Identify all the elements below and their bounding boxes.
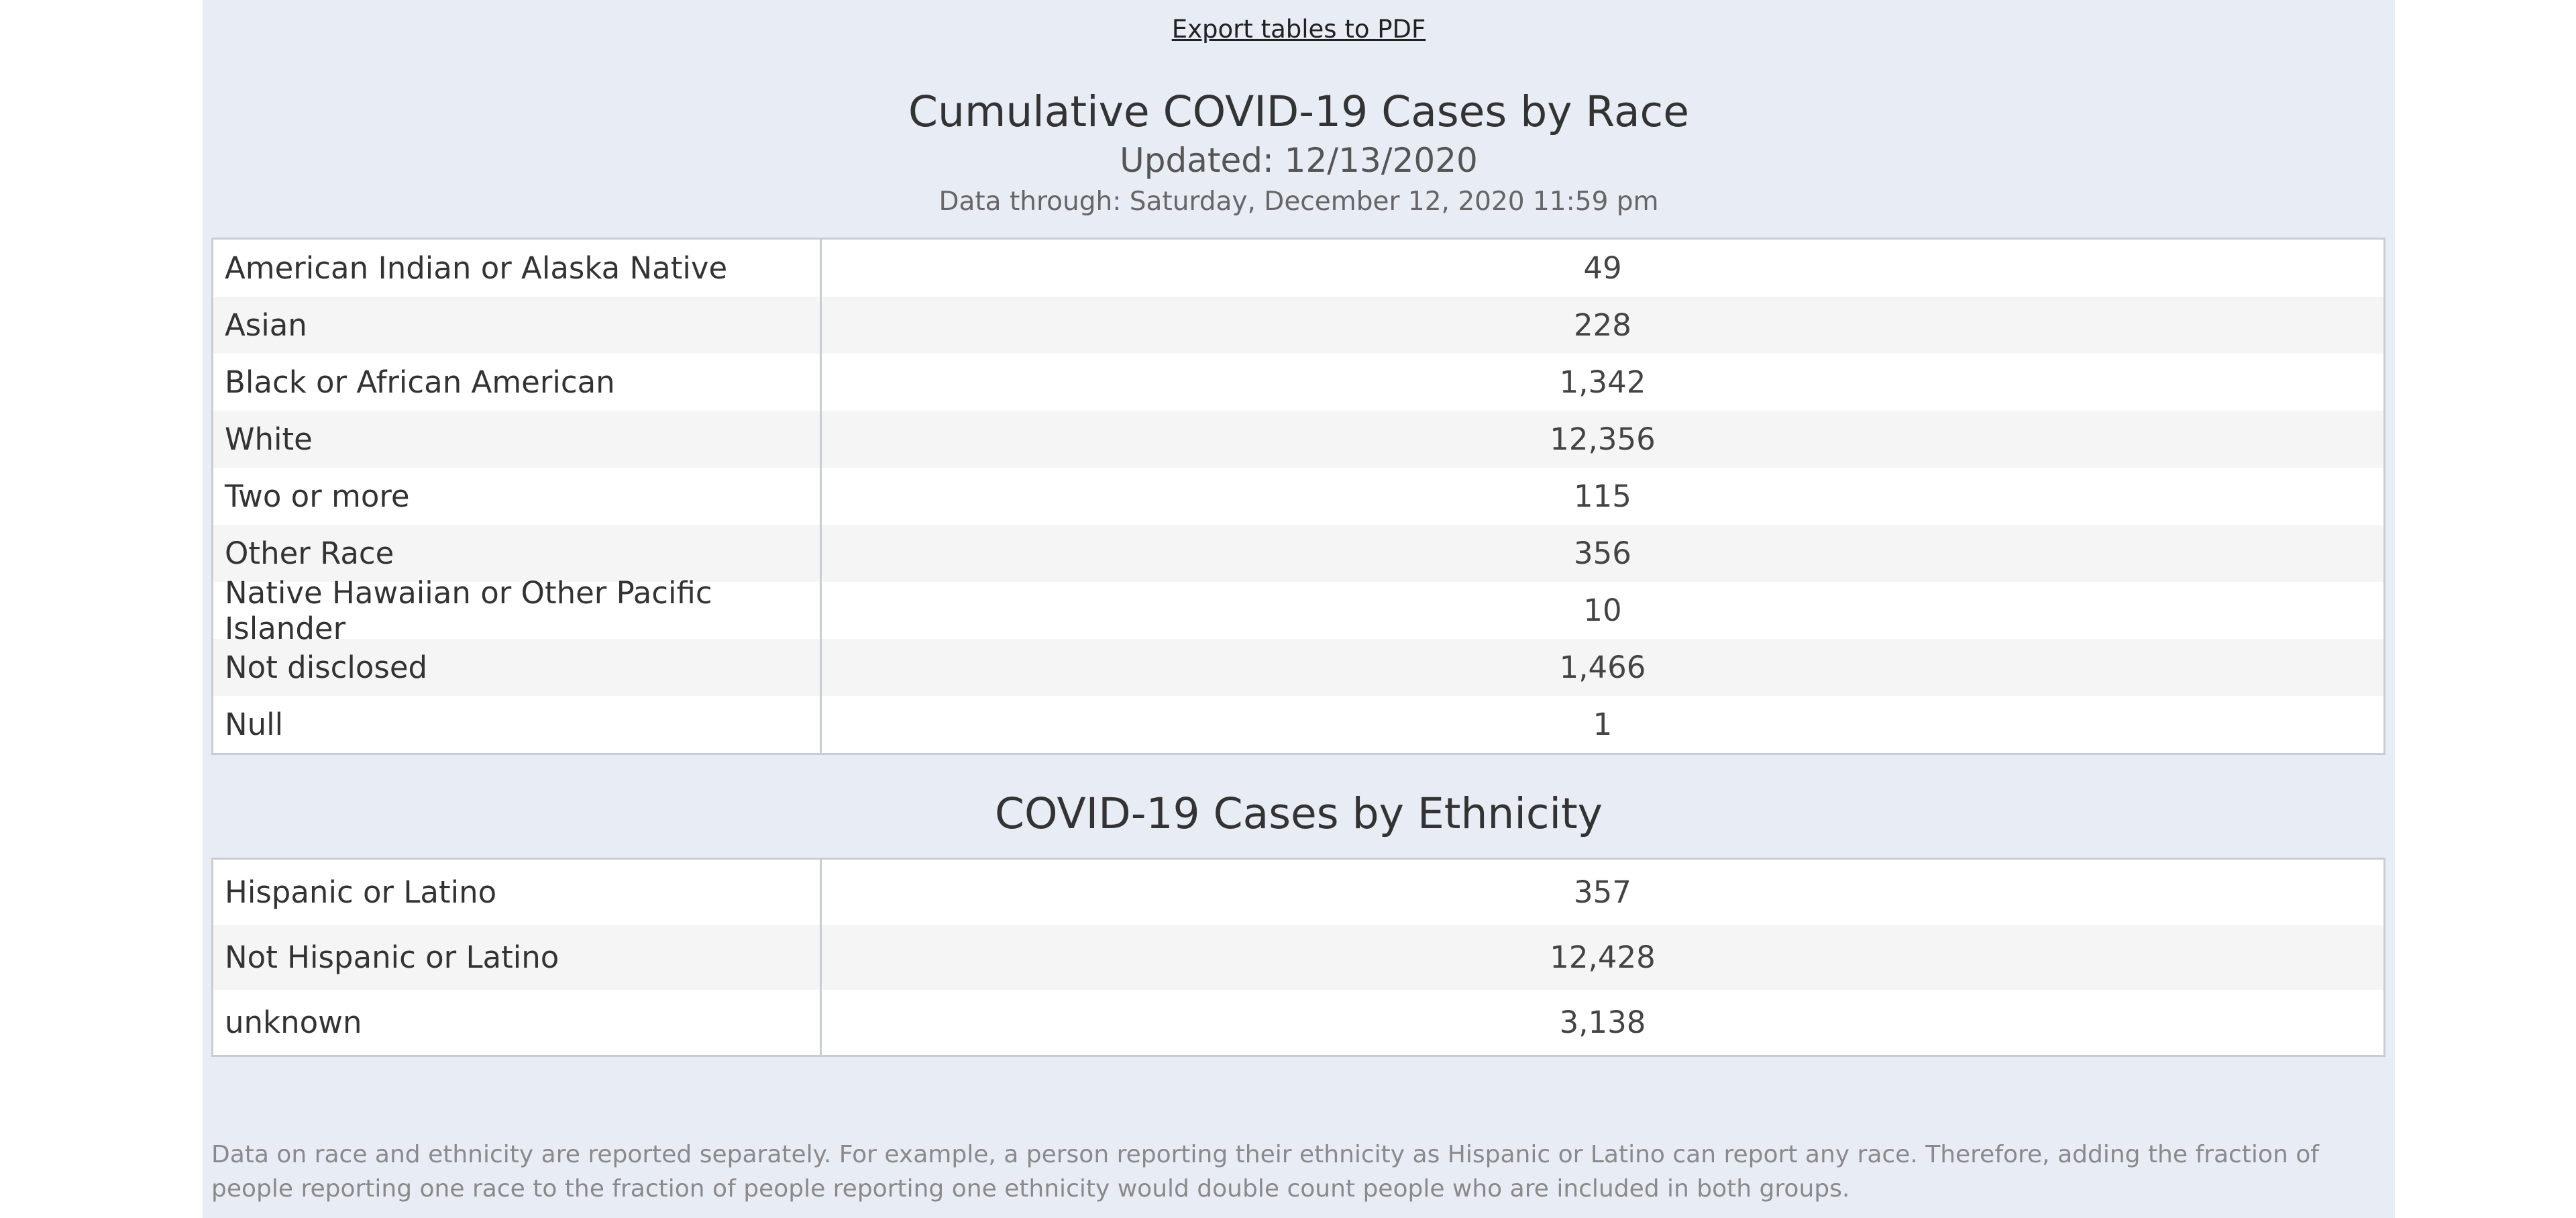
updated-date: Updated: 12/13/2020 — [1120, 141, 1478, 180]
race-case-count: 1,466 — [1559, 650, 1646, 685]
table-row: Native Hawaiian or Other Pacific Islande… — [213, 575, 2383, 646]
data-through-note: Data through: Saturday, December 12, 202… — [938, 187, 1659, 217]
ethnicity-label: Not Hispanic or Latino — [213, 925, 822, 990]
race-case-count: 1 — [1593, 707, 1613, 742]
race-label: Asian — [213, 297, 822, 354]
table-row: Other Race 356 — [213, 525, 2383, 582]
race-ethnicity-footnote: Data on race and ethnicity are reported … — [211, 1141, 2319, 1203]
race-case-count: 115 — [1574, 478, 1631, 514]
ethnicity-label: Hispanic or Latino — [213, 860, 822, 925]
race-label: Black or African American — [213, 354, 822, 411]
race-case-count: 1,342 — [1559, 364, 1646, 400]
race-case-count: 10 — [1583, 593, 1622, 628]
race-label: Native Hawaiian or Other Pacific Islande… — [213, 575, 822, 646]
ethnicity-case-count: 357 — [1574, 874, 1631, 910]
table-row: Black or African American 1,342 — [213, 354, 2383, 411]
table-row: American Indian or Alaska Native 49 — [213, 240, 2383, 297]
export-pdf-link[interactable]: Export tables to PDF — [1171, 15, 1426, 44]
race-case-count: 228 — [1574, 307, 1631, 343]
race-table-title: Cumulative COVID-19 Cases by Race — [908, 87, 1689, 136]
table-row: Two or more 115 — [213, 468, 2383, 525]
ethnicity-label: unknown — [213, 990, 822, 1055]
dashboard-panel: Export tables to PDF Cumulative COVID-19… — [203, 0, 2395, 1218]
ethnicity-case-count: 3,138 — [1559, 1005, 1646, 1040]
table-row: White 12,356 — [213, 411, 2383, 468]
race-case-count: 12,356 — [1550, 421, 1656, 457]
table-row: Not Hispanic or Latino 12,428 — [213, 925, 2383, 990]
race-label: American Indian or Alaska Native — [213, 240, 822, 297]
table-row: Null 1 — [213, 696, 2383, 753]
table-row: Not disclosed 1,466 — [213, 639, 2383, 696]
race-label: White — [213, 411, 822, 468]
race-label: Two or more — [213, 468, 822, 525]
race-table: American Indian or Alaska Native 49 Asia… — [211, 238, 2385, 755]
race-label: Other Race — [213, 525, 822, 582]
race-label: Not disclosed — [213, 639, 822, 696]
race-case-count: 356 — [1574, 536, 1631, 571]
race-label: Null — [213, 696, 822, 753]
ethnicity-table: Hispanic or Latino 357 Not Hispanic or L… — [211, 858, 2385, 1057]
race-case-count: 49 — [1583, 250, 1622, 286]
table-row: Hispanic or Latino 357 — [213, 860, 2383, 925]
table-row: unknown 3,138 — [213, 990, 2383, 1055]
table-row: Asian 228 — [213, 297, 2383, 354]
ethnicity-table-title: COVID-19 Cases by Ethnicity — [995, 789, 1603, 838]
ethnicity-case-count: 12,428 — [1550, 940, 1656, 975]
